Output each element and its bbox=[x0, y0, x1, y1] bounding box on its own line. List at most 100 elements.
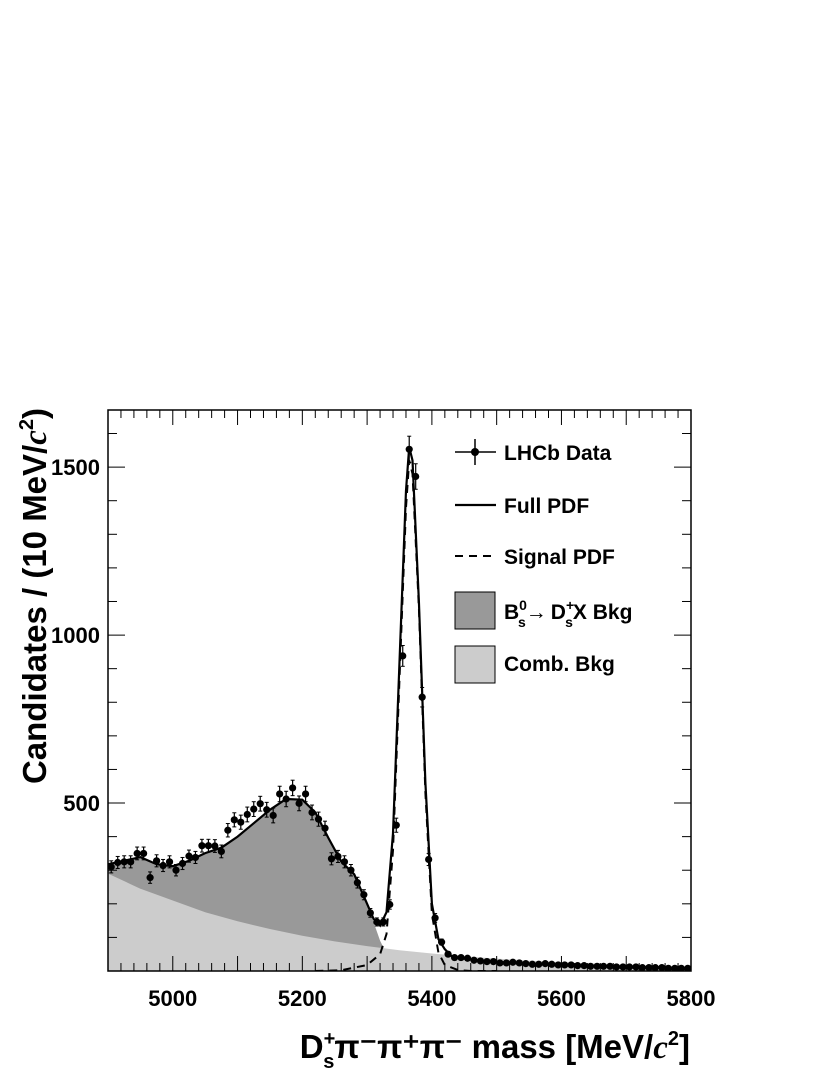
data-point bbox=[146, 871, 154, 884]
data-marker bbox=[392, 821, 400, 829]
data-point bbox=[632, 963, 640, 971]
data-point bbox=[399, 644, 407, 667]
data-point bbox=[224, 823, 232, 838]
data-marker bbox=[664, 964, 672, 971]
data-marker bbox=[360, 891, 368, 899]
data-point bbox=[178, 856, 187, 871]
data-marker bbox=[379, 918, 387, 926]
data-marker bbox=[658, 964, 666, 971]
data-point bbox=[327, 852, 336, 866]
data-point bbox=[658, 964, 666, 971]
data-marker bbox=[224, 826, 232, 834]
data-point bbox=[165, 855, 174, 869]
data-point bbox=[392, 817, 400, 833]
data-marker bbox=[373, 918, 381, 926]
data-point bbox=[198, 838, 206, 853]
data-point bbox=[114, 855, 122, 870]
legend-item-signal-pdf: Signal PDF bbox=[455, 546, 615, 569]
x-tick-label: 5800 bbox=[667, 986, 716, 1011]
data-point bbox=[386, 899, 394, 910]
data-point bbox=[541, 960, 549, 968]
data-marker bbox=[146, 874, 154, 882]
data-point bbox=[612, 963, 621, 971]
data-marker bbox=[541, 960, 549, 968]
data-marker bbox=[140, 849, 148, 858]
data-point bbox=[379, 917, 387, 927]
data-point bbox=[289, 779, 297, 797]
axis-ticks bbox=[107, 410, 692, 971]
data-point bbox=[638, 964, 647, 971]
data-point bbox=[470, 956, 478, 964]
data-marker bbox=[327, 855, 336, 863]
data-marker bbox=[133, 849, 141, 858]
data-point bbox=[580, 962, 588, 970]
legend: LHCb Data Full PDF Signal PDF B0 s→ D+ sX B… bbox=[454, 439, 632, 684]
data-point bbox=[269, 807, 277, 824]
data-marker bbox=[599, 962, 608, 970]
data-point bbox=[108, 860, 115, 874]
data-point bbox=[211, 839, 219, 853]
data-marker bbox=[120, 858, 128, 866]
data-marker bbox=[185, 852, 193, 860]
y-axis-title: Candidates / (10 MeV/c2) bbox=[16, 408, 54, 784]
data-marker bbox=[217, 847, 225, 856]
legend-item-comb-bkg: Comb. Bkg bbox=[454, 645, 615, 684]
data-marker bbox=[295, 799, 303, 807]
data-point bbox=[230, 812, 238, 828]
data-marker bbox=[567, 961, 575, 969]
data-marker bbox=[496, 959, 504, 967]
data-point bbox=[619, 963, 627, 971]
tick-labels: 5000 5200 5400 5600 5800 500 1000 1500 bbox=[51, 455, 715, 1011]
legend-label-signal-pdf: Signal PDF bbox=[504, 546, 615, 569]
data-marker bbox=[250, 805, 258, 813]
data-marker bbox=[289, 784, 297, 792]
data-point bbox=[340, 855, 349, 869]
data-point bbox=[684, 964, 691, 971]
data-marker bbox=[651, 964, 659, 971]
data-marker bbox=[347, 866, 355, 874]
data-marker bbox=[353, 879, 361, 887]
data-marker bbox=[444, 950, 452, 958]
data-marker bbox=[509, 958, 517, 966]
data-point bbox=[282, 790, 290, 808]
data-marker bbox=[165, 858, 174, 866]
data-point bbox=[425, 852, 433, 867]
data-point bbox=[664, 964, 672, 971]
data-marker bbox=[593, 962, 601, 970]
x-tick-label: 5200 bbox=[278, 986, 327, 1011]
data-point bbox=[606, 962, 614, 970]
data-point bbox=[191, 850, 200, 865]
data-marker bbox=[211, 842, 219, 850]
data-marker bbox=[314, 815, 323, 823]
data-point bbox=[373, 917, 381, 927]
data-point bbox=[522, 960, 530, 968]
data-marker bbox=[625, 963, 634, 971]
data-marker bbox=[230, 816, 238, 824]
data-point bbox=[314, 811, 323, 827]
data-marker bbox=[586, 962, 595, 970]
data-marker bbox=[470, 956, 478, 964]
data-marker bbox=[172, 866, 180, 874]
data-marker bbox=[457, 953, 465, 962]
data-point bbox=[120, 855, 128, 869]
data-marker bbox=[450, 953, 459, 962]
data-point bbox=[567, 961, 575, 969]
comb-bkg-area bbox=[108, 873, 691, 971]
data-marker bbox=[256, 800, 264, 808]
data-point bbox=[172, 864, 180, 877]
data-point bbox=[554, 961, 562, 969]
data-point bbox=[586, 962, 595, 970]
data-points bbox=[108, 435, 691, 971]
data-marker bbox=[405, 445, 413, 453]
legend-label-full-pdf: Full PDF bbox=[504, 495, 589, 518]
data-marker bbox=[418, 693, 426, 701]
data-point bbox=[677, 964, 685, 971]
y-tick-label: 1000 bbox=[51, 623, 100, 648]
data-marker bbox=[159, 861, 167, 870]
data-point bbox=[159, 858, 167, 873]
legend-label-partial-bkg: B0 s→ D+ sX Bkg bbox=[504, 597, 632, 630]
data-point bbox=[476, 957, 485, 965]
data-marker bbox=[178, 859, 187, 868]
data-marker bbox=[671, 964, 679, 971]
data-marker bbox=[606, 962, 614, 970]
